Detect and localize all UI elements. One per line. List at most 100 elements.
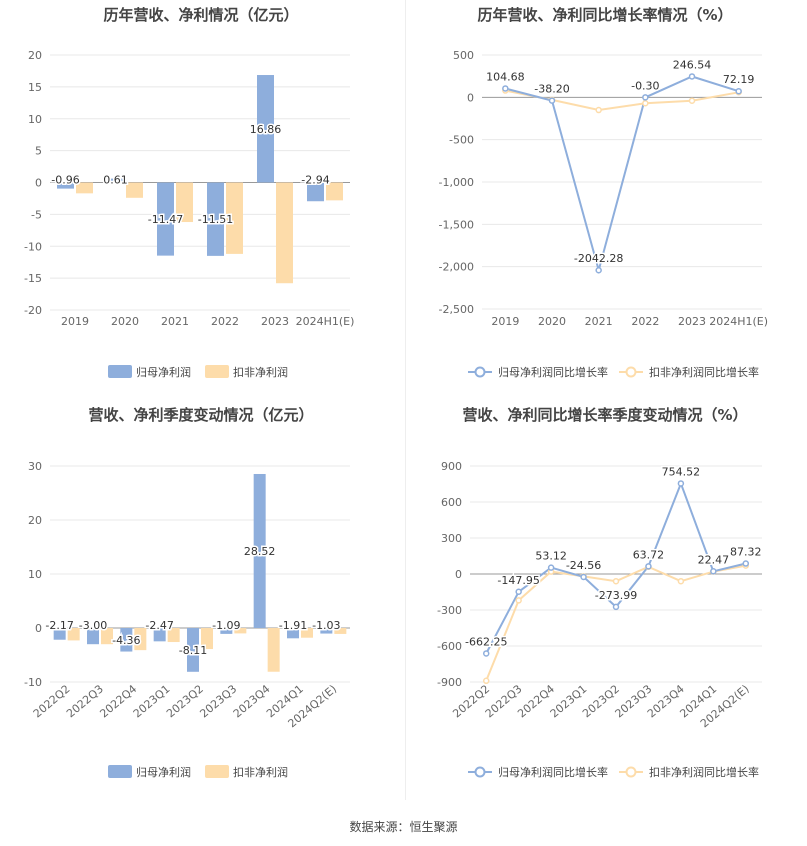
chart-title: 历年营收、净利情况（亿元） [103, 6, 298, 24]
x-tick-label: 2022Q3 [64, 682, 106, 720]
point-series1 [688, 73, 696, 80]
legend-marker [474, 766, 486, 778]
data-label: 22.47 [698, 553, 730, 566]
x-tick-label: 2023Q1 [131, 682, 173, 720]
data-label: -662.25 [465, 635, 507, 648]
point-series2 [482, 677, 490, 685]
y-tick-label: -20 [24, 304, 42, 317]
y-tick-label: -5 [31, 208, 42, 221]
legend-label: 扣非净利润 [233, 365, 288, 379]
x-tick-label: 2019 [491, 315, 519, 328]
bar-series1 [253, 473, 266, 628]
bar-series1 [220, 628, 233, 634]
panel-quarter-profit: 营收、净利季度变动情况（亿元） 30 20 10 0 -10 2022Q2 2022Q3 202… [0, 400, 403, 800]
y-tick-label: -500 [449, 134, 474, 147]
data-label: -1.91 [279, 619, 307, 632]
data-label: 53.12 [535, 550, 567, 563]
data-label: -1.03 [312, 619, 340, 632]
point-series2 [688, 97, 696, 104]
data-label: -147.95 [497, 574, 539, 587]
legend-swatch [108, 765, 132, 778]
bar-series2 [76, 182, 93, 194]
legend-marker [625, 366, 637, 378]
legend-label: 归母净利润同比增长率 [498, 765, 608, 779]
legend-label: 归母净利润 [136, 365, 191, 379]
data-label: 246.54 [673, 58, 712, 71]
chart-annual-profit: 历年营收、净利情况（亿元） 20 15 10 5 0 -5 -10 -15 -20 2019 2020… [24, 6, 355, 379]
bar-series1 [157, 182, 174, 256]
x-tick-label: 2023 [261, 315, 289, 328]
bar-series1 [257, 75, 274, 183]
y-tick-label: 10 [28, 113, 42, 126]
chart-title: 营收、净利季度变动情况（亿元） [88, 406, 313, 424]
chart-title: 历年营收、净利同比增长率情况（%） [477, 6, 732, 24]
data-label: -1.09 [212, 619, 240, 632]
y-tick-label: 10 [28, 568, 42, 581]
bar-series1 [320, 628, 333, 634]
y-tick-label: 30 [28, 460, 42, 473]
y-tick-label: -2,000 [439, 261, 474, 274]
point-series1 [548, 97, 556, 104]
bar-series2 [234, 628, 247, 634]
point-series1 [595, 266, 602, 274]
bar-series1 [287, 628, 299, 639]
data-label: 72.19 [723, 73, 755, 86]
bar-series2 [101, 628, 113, 645]
legend-label: 归母净利润 [136, 765, 191, 779]
legend-swatch [205, 365, 229, 378]
bar-series1 [107, 178, 124, 183]
x-tick-label: 2024H1(E) [296, 315, 355, 328]
legend-swatch [205, 765, 229, 778]
y-tick-label: 900 [441, 460, 462, 473]
y-tick-label: 300 [441, 532, 462, 545]
bar-series2 [301, 628, 313, 638]
data-label: -2.17 [45, 619, 73, 632]
y-tick-label: -1,000 [439, 176, 474, 189]
point-series1 [677, 480, 685, 487]
x-tick-label: 2022 [631, 315, 659, 328]
data-label: -4.36 [112, 634, 140, 647]
line-series1 [505, 75, 740, 275]
data-label: -0.96 [51, 174, 79, 187]
bar-series1 [87, 628, 99, 645]
x-tick-label: 2022 [211, 315, 239, 328]
data-label: -11.47 [148, 213, 183, 226]
y-tick-label: 20 [28, 514, 42, 527]
bar-series2 [267, 628, 280, 672]
bar-series2 [226, 182, 243, 254]
x-tick-label: 2021 [585, 315, 613, 328]
point-series1 [710, 568, 717, 575]
y-tick-label: 0 [35, 622, 42, 635]
y-tick-label: 5 [35, 145, 42, 158]
data-label: 0.61 [103, 174, 128, 187]
y-tick-label: 500 [453, 49, 474, 62]
legend-label: 扣非净利润 [233, 765, 288, 779]
x-tick-label: 2022Q4 [97, 682, 139, 720]
data-label: -0.30 [631, 79, 659, 92]
bar-series1 [207, 182, 224, 256]
data-label: -24.56 [566, 559, 601, 572]
panel-annual-profit: 历年营收、净利情况（亿元） 20 15 10 5 0 -5 -10 -15 -20 2019 2020… [0, 0, 403, 400]
data-label: -11.51 [198, 213, 233, 226]
y-tick-label: -10 [24, 676, 42, 689]
x-tick-label: 2023 [678, 315, 706, 328]
data-label: -3.00 [79, 619, 107, 632]
y-tick-label: 0 [467, 91, 474, 104]
legend-label: 扣非净利润同比增长率 [649, 365, 759, 379]
bar-series1 [307, 182, 324, 202]
bar-series2 [67, 628, 80, 641]
data-label: -8.11 [179, 644, 207, 657]
bar-series2 [334, 628, 347, 634]
y-tick-label: -900 [437, 676, 462, 689]
y-tick-label: -2,500 [439, 303, 474, 316]
line-series1 [485, 480, 747, 654]
x-tick-label: 2023Q3 [197, 682, 239, 720]
data-label: 16.86 [250, 123, 282, 136]
point-series1 [580, 573, 587, 581]
point-series1 [547, 564, 555, 571]
data-label: -273.99 [595, 589, 637, 602]
x-tick-label: 2023Q4 [231, 682, 273, 720]
y-tick-label: -15 [24, 272, 42, 285]
data-source-note: 数据来源：恒生聚源 [349, 820, 458, 834]
x-tick-label: 2020 [111, 315, 139, 328]
